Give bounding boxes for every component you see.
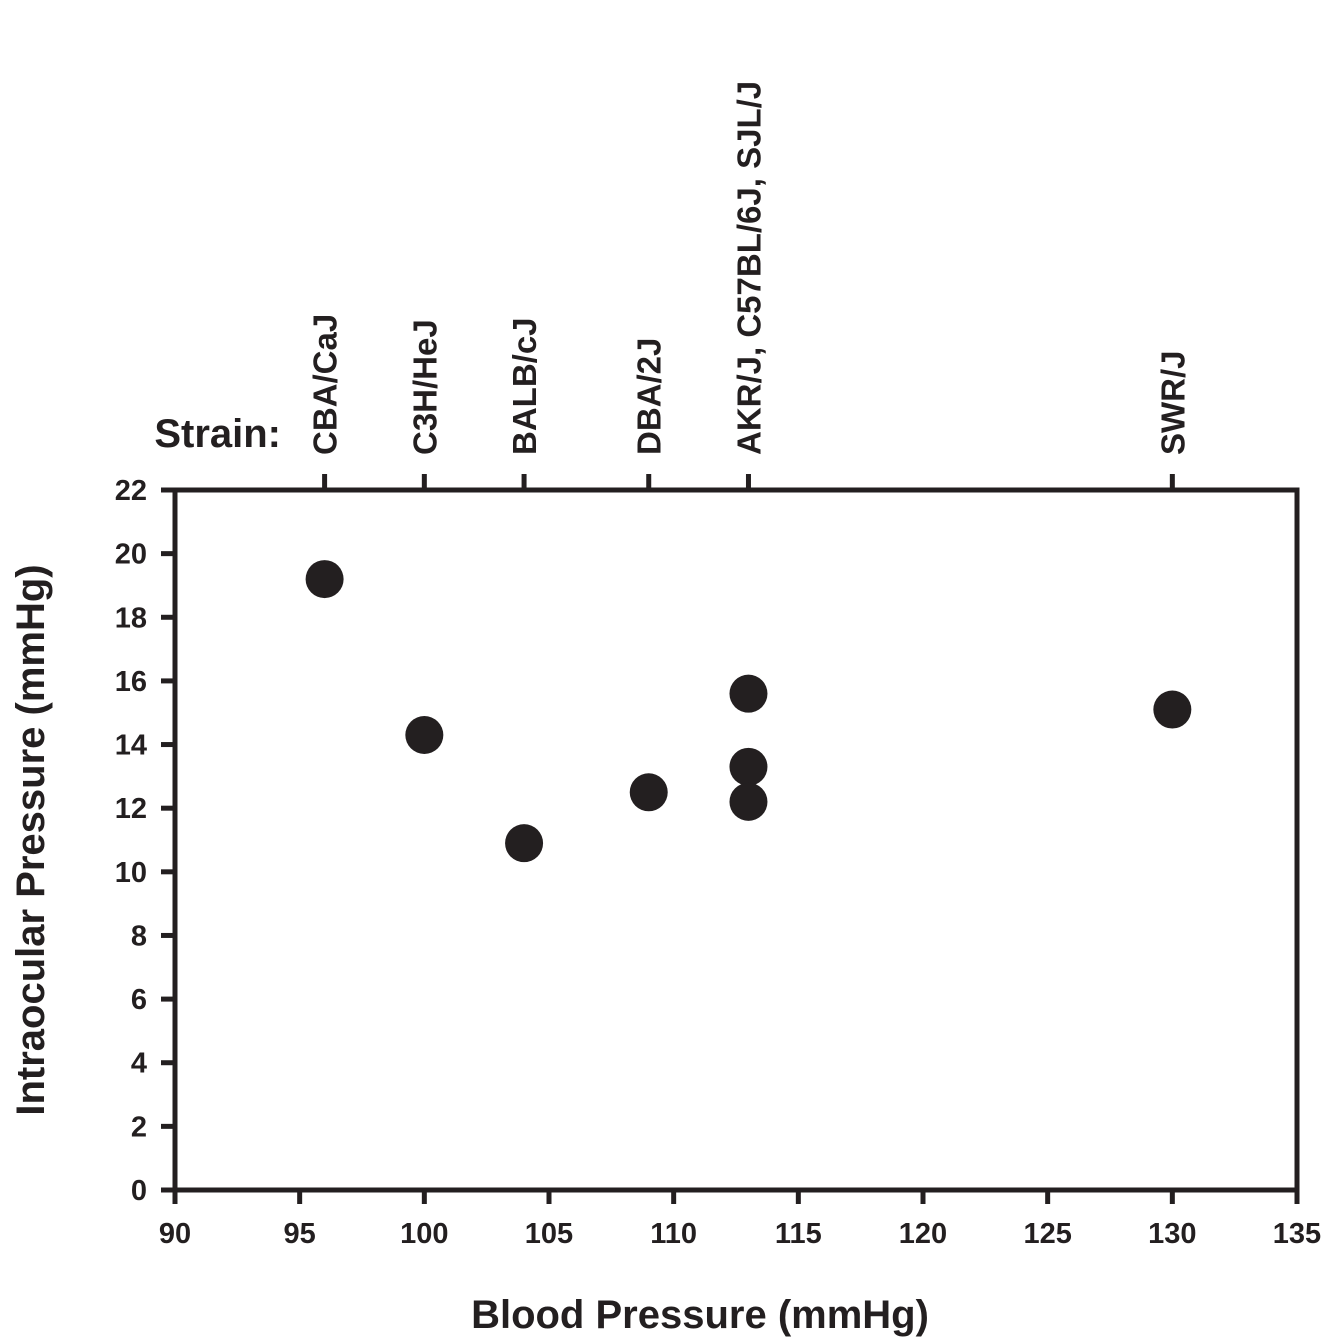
x-tick-label: 105 [525,1218,573,1250]
data-point [629,773,668,812]
y-tick-label: 14 [115,730,147,762]
y-tick-label: 20 [115,539,147,571]
strain-label: AKR/J, C57BL/6J, SJL/J [730,81,767,455]
data-point [1153,690,1192,729]
data-point [405,716,444,754]
strain-label: BALB/cJ [506,317,543,455]
y-tick-label: 12 [115,793,147,825]
x-tick-label: 100 [400,1218,448,1250]
y-tick-label: 16 [115,666,147,698]
data-point [729,674,768,713]
x-tick-label: 110 [650,1218,697,1250]
y-tick-label: 4 [131,1048,147,1080]
y-tick-label: 18 [115,602,147,634]
y-tick-label: 6 [131,984,147,1016]
strain-label: SWR/J [1154,350,1191,455]
data-points [305,560,1192,863]
y-tick-label: 2 [131,1111,147,1143]
x-tick-label: 130 [1148,1218,1196,1250]
data-point [729,782,768,821]
data-point [305,560,344,599]
x-tick-label: 115 [775,1218,822,1250]
x-tick-label: 95 [284,1218,316,1250]
y-axis-title: Intraocular Pressure (mmHg) [9,564,53,1115]
plot-frame [172,487,1300,1193]
strain-heading: Strain: [154,412,281,456]
x-tick-label: 125 [1023,1218,1071,1250]
x-tick-label: 135 [1273,1218,1321,1250]
data-point [505,824,544,863]
x-tick-label: 120 [899,1218,947,1250]
x-tick-label: 90 [159,1218,191,1250]
data-point [729,747,768,786]
x-axis: 90 95 100 105 110 115 120 125 130 135 [159,1190,1321,1250]
y-tick-label: 0 [131,1175,147,1207]
x-axis-title: Blood Pressure (mmHg) [471,1293,929,1337]
y-tick-label: 10 [115,857,147,889]
y-tick-label: 8 [131,920,147,952]
strain-label: C3H/HeJ [406,319,443,455]
y-axis: 0 2 4 6 8 10 12 14 16 18 20 22 [115,475,175,1207]
strain-label: DBA/2J [631,338,668,455]
strain-label: CBA/CaJ [307,314,344,455]
y-tick-label: 22 [115,475,147,507]
strain-axis: CBA/CaJ C3H/HeJ BALB/cJ DBA/2J AKR/J, C57BL/… [307,81,1191,490]
